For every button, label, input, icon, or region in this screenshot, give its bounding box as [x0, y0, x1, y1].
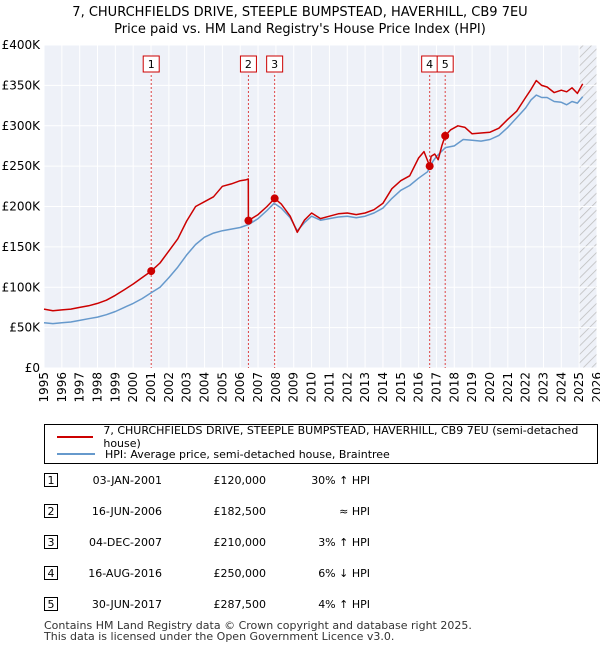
sale-label-number: 3 [271, 58, 278, 71]
x-tick-label: 2007 [251, 372, 265, 403]
x-tick-label: 2024 [554, 372, 568, 403]
sale-hpi-comparison: 6% ↓ HPI [318, 567, 370, 580]
x-tick-label: 2009 [287, 372, 301, 403]
y-tick-label: £350K [2, 78, 42, 92]
chart-title: 7, CHURCHFIELDS DRIVE, STEEPLE BUMPSTEAD… [72, 5, 527, 20]
sale-label-number: 2 [245, 58, 252, 71]
legend-label-property: 7, CHURCHFIELDS DRIVE, STEEPLE BUMPSTEAD… [103, 424, 579, 450]
y-tick-label: £250K [2, 159, 42, 173]
sale-hpi-comparison: 4% ↑ HPI [318, 598, 370, 611]
y-tick-label: £300K [2, 119, 42, 133]
x-tick-label: 2012 [340, 372, 354, 403]
x-tick-label: 2002 [162, 372, 176, 403]
sale-row: 2 16-JUN-2006 £182,500 ≈ HPI [0, 501, 600, 523]
sale-price: £120,000 [213, 474, 267, 487]
x-tick-label: 1996 [55, 372, 69, 403]
x-tick-label: 2026 [590, 372, 600, 403]
sale-label-box [239, 55, 257, 73]
legend: 7, CHURCHFIELDS DRIVE, STEEPLE BUMPSTEAD… [44, 424, 598, 464]
y-tick-label: £400K [2, 38, 42, 52]
sale-point [441, 131, 450, 140]
x-tick-label: 2003 [180, 372, 194, 403]
x-tick-label: 2000 [126, 372, 140, 403]
sale-date: 30-JUN-2017 [91, 598, 162, 611]
x-tick-label: 2013 [358, 372, 372, 403]
y-tick-label: £50K [9, 321, 41, 335]
sale-date: 16-AUG-2016 [88, 567, 162, 580]
x-tick-label: 1999 [108, 372, 122, 403]
x-tick-label: 2016 [412, 372, 426, 403]
sale-number-badge: 1 [44, 473, 58, 487]
sale-hpi-comparison: ≈ HPI [339, 505, 370, 518]
footer-license: This data is licensed under the Open Gov… [44, 630, 395, 643]
sale-point [244, 216, 253, 225]
y-tick-label: £150K [2, 240, 42, 254]
sale-price: £287,500 [213, 598, 267, 611]
y-tick-label: £0 [25, 361, 40, 375]
sale-row: 4 16-AUG-2016 £250,000 6% ↓ HPI [0, 563, 600, 585]
x-tick-label: 2001 [144, 372, 158, 403]
sale-hpi-comparison: 30% ↑ HPI [311, 474, 370, 487]
legend-line-property [57, 436, 94, 438]
x-tick-label: 2021 [501, 372, 515, 403]
sale-number-badge: 5 [44, 597, 58, 611]
sale-point [270, 194, 279, 203]
legend-item-hpi: HPI: Average price, semi-detached house,… [57, 446, 390, 462]
sale-label-box [436, 55, 454, 73]
sale-date: 16-JUN-2006 [91, 505, 162, 518]
x-tick-label: 2025 [572, 372, 586, 403]
x-tick-label: 2005 [215, 372, 229, 403]
legend-line-hpi [57, 453, 95, 455]
x-tick-label: 2004 [198, 372, 212, 403]
x-tick-label: 2011 [322, 372, 336, 403]
price-chart: 7, CHURCHFIELDS DRIVE, STEEPLE BUMPSTEAD… [2, 5, 600, 403]
sale-label-number: 4 [426, 58, 433, 71]
x-tick-label: 2008 [269, 372, 283, 403]
sale-number-badge: 3 [44, 535, 58, 549]
sale-number-badge: 2 [44, 504, 58, 518]
sale-price: £250,000 [213, 567, 267, 580]
sale-label-number: 5 [442, 58, 449, 71]
series-line-hpi [43, 94, 584, 325]
sale-label-box [142, 55, 160, 73]
x-tick-label: 1998 [91, 372, 105, 403]
sale-date: 03-JAN-2001 [92, 474, 162, 487]
legend-item-property: 7, CHURCHFIELDS DRIVE, STEEPLE BUMPSTEAD… [57, 424, 597, 450]
sale-price: £210,000 [213, 536, 267, 549]
sale-row: 3 04-DEC-2007 £210,000 3% ↑ HPI [0, 532, 600, 554]
x-tick-label: 2020 [483, 372, 497, 403]
sale-price: £182,500 [213, 505, 267, 518]
footer-copyright: Contains HM Land Registry data © Crown c… [44, 619, 472, 632]
chart-subtitle: Price paid vs. HM Land Registry's House … [114, 22, 486, 37]
sale-label-box [266, 55, 284, 73]
sale-date: 04-DEC-2007 [88, 536, 162, 549]
sale-number-badge: 4 [44, 566, 58, 580]
x-tick-label: 2023 [536, 372, 550, 403]
legend-label-hpi: HPI: Average price, semi-detached house,… [105, 447, 390, 461]
x-tick-label: 2017 [429, 372, 443, 403]
x-tick-label: 2019 [465, 372, 479, 403]
sale-point [147, 267, 156, 276]
sale-row: 1 03-JAN-2001 £120,000 30% ↑ HPI [0, 470, 600, 492]
x-tick-label: 2014 [376, 372, 390, 403]
y-tick-label: £100K [2, 280, 42, 294]
x-tick-label: 2010 [305, 372, 319, 403]
x-tick-label: 1997 [73, 372, 87, 403]
x-tick-label: 2018 [447, 372, 461, 403]
sale-label-number: 1 [148, 58, 155, 71]
footer-attribution: Contains HM Land Registry data © Crown c… [44, 620, 472, 642]
y-tick-label: £200K [2, 200, 42, 214]
sale-point [425, 162, 434, 171]
x-tick-label: 2015 [394, 372, 408, 403]
sale-row: 5 30-JUN-2017 £287,500 4% ↑ HPI [0, 594, 600, 616]
x-tick-label: 2006 [233, 372, 247, 403]
sale-hpi-comparison: 3% ↑ HPI [318, 536, 370, 549]
x-tick-label: 2022 [519, 372, 533, 403]
x-tick-label: 1995 [37, 372, 51, 403]
